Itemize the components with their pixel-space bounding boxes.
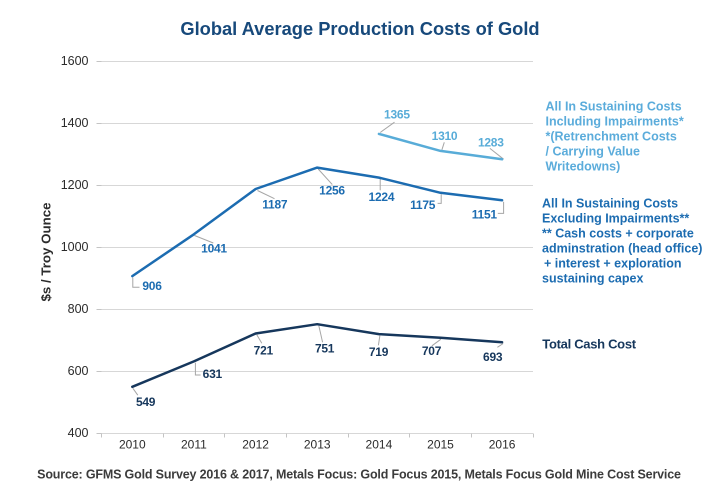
- svg-text:1200: 1200: [61, 178, 89, 192]
- svg-text:*(Retrenchment Costs: *(Retrenchment Costs: [546, 129, 677, 143]
- svg-text:906: 906: [142, 279, 162, 293]
- svg-text:1041: 1041: [201, 242, 227, 256]
- svg-text:Total Cash Cost: Total Cash Cost: [542, 337, 636, 352]
- svg-text:/ Carrying Value: / Carrying Value: [546, 144, 641, 158]
- svg-text:707: 707: [422, 344, 442, 358]
- svg-text:+ interest + exploration: + interest + exploration: [544, 257, 682, 271]
- svg-text:All In Sustaining Costs: All In Sustaining Costs: [546, 99, 682, 113]
- svg-text:2011: 2011: [181, 437, 207, 451]
- svg-text:751: 751: [315, 342, 335, 356]
- svg-text:1310: 1310: [432, 129, 458, 143]
- svg-text:Excluding Impairments**: Excluding Impairments**: [542, 212, 689, 226]
- svg-text:2012: 2012: [242, 437, 269, 451]
- svg-text:800: 800: [68, 302, 89, 316]
- svg-text:** Cash costs + corporate: ** Cash costs + corporate: [542, 227, 694, 241]
- svg-text:Including Impairments*: Including Impairments*: [546, 114, 684, 128]
- svg-text:1256: 1256: [319, 183, 345, 197]
- svg-text:Writedowns): Writedowns): [546, 159, 621, 173]
- svg-text:719: 719: [369, 345, 389, 359]
- svg-text:400: 400: [68, 426, 89, 440]
- svg-text:2010: 2010: [119, 437, 146, 451]
- svg-text:sustaining capex: sustaining capex: [542, 272, 643, 286]
- svg-text:600: 600: [68, 364, 89, 378]
- svg-text:721: 721: [254, 344, 274, 358]
- svg-text:Global Average Production Cost: Global Average Production Costs of Gold: [180, 18, 539, 39]
- svg-text:Source: GFMS Gold Survey 2016: Source: GFMS Gold Survey 2016 & 2017, Me…: [37, 468, 681, 482]
- svg-text:1187: 1187: [262, 198, 288, 212]
- svg-text:631: 631: [203, 367, 223, 381]
- svg-text:2013: 2013: [304, 437, 331, 451]
- svg-text:1365: 1365: [384, 108, 410, 122]
- svg-text:1224: 1224: [369, 190, 395, 204]
- svg-text:693: 693: [483, 350, 503, 364]
- svg-text:1283: 1283: [478, 136, 504, 150]
- svg-text:adminstration (head office): adminstration (head office): [542, 242, 702, 256]
- svg-text:All In Sustaining Costs: All In Sustaining Costs: [542, 197, 678, 211]
- svg-text:$s / Troy Ounce: $s / Troy Ounce: [39, 202, 54, 301]
- svg-text:1151: 1151: [472, 207, 498, 221]
- svg-text:1000: 1000: [61, 240, 89, 254]
- svg-text:1600: 1600: [61, 54, 89, 68]
- svg-text:2016: 2016: [489, 437, 516, 451]
- svg-text:2014: 2014: [366, 437, 393, 451]
- svg-text:549: 549: [136, 395, 156, 409]
- svg-text:1175: 1175: [410, 198, 436, 212]
- svg-text:1400: 1400: [61, 116, 89, 130]
- svg-text:2015: 2015: [427, 437, 454, 451]
